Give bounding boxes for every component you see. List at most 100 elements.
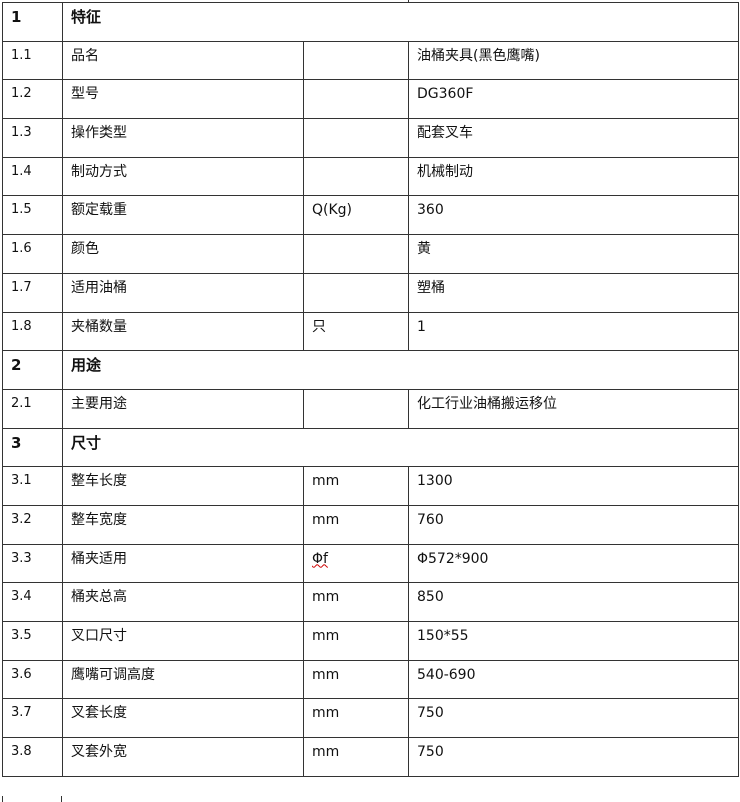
item-unit: Q(Kg) <box>303 195 409 236</box>
item-value: 850 <box>407 582 740 622</box>
item-value: 150*55 <box>407 621 740 661</box>
table-row: 1.4 制动方式 机械制动 <box>2 156 740 197</box>
item-number: 3.7 <box>2 698 63 739</box>
item-number: 3.2 <box>2 504 63 545</box>
column-divider <box>2 796 3 802</box>
table-row: 3.5 叉口尺寸 mm 150*55 <box>2 621 740 661</box>
item-unit: mm <box>303 466 409 506</box>
item-name: 颜色 <box>62 234 304 274</box>
item-name: 鹰嘴可调高度 <box>62 659 304 700</box>
item-name: 额定载重 <box>62 195 304 236</box>
item-number: 1.3 <box>2 118 63 158</box>
section-title: 用途 <box>61 350 740 390</box>
section-number: 2 <box>2 350 63 390</box>
section-number: 1 <box>2 2 63 42</box>
item-name: 主要用途 <box>62 388 304 429</box>
item-number: 1.6 <box>2 234 63 274</box>
item-unit: mm <box>303 504 409 545</box>
section-row: 3 尺寸 <box>2 427 740 468</box>
item-name: 桶夹总高 <box>62 582 304 622</box>
item-unit <box>303 156 409 197</box>
item-number: 2.1 <box>2 388 63 429</box>
section-title: 特征 <box>61 2 740 42</box>
item-value: 油桶夹具(黑色鹰嘴) <box>407 40 740 81</box>
item-value: 540-690 <box>407 659 740 700</box>
table-row: 1.2 型号 DG360F <box>2 79 740 120</box>
table-row: 3.3 桶夹适用 Φf Φ572*900 <box>2 543 740 584</box>
item-number: 1.5 <box>2 195 63 236</box>
item-number: 1.1 <box>2 40 63 81</box>
item-unit: Φf <box>303 543 409 584</box>
item-value: 配套叉车 <box>407 118 740 158</box>
item-name: 叉口尺寸 <box>62 621 304 661</box>
spec-table: 1 特征 1.1 品名 油桶夹具(黑色鹰嘴) 1.2 型号 DG360F 1.3 操作类型 配套叉车… <box>2 2 740 777</box>
item-unit: mm <box>303 582 409 622</box>
item-number: 3.8 <box>2 737 63 777</box>
item-name: 夹桶数量 <box>62 311 304 352</box>
item-value: 1 <box>407 311 740 352</box>
table-row: 1.8 夹桶数量只 1 <box>2 311 740 352</box>
item-value: 机械制动 <box>407 156 740 197</box>
table-row: 3.2 整车宽度 mm 760 <box>2 504 740 545</box>
item-unit <box>303 79 409 120</box>
item-name: 品名 <box>62 40 304 81</box>
item-unit: 只 <box>303 311 409 352</box>
item-name: 叉套长度 <box>62 698 304 739</box>
item-value: 750 <box>407 737 740 777</box>
item-unit <box>303 40 409 81</box>
item-name: 整车宽度 <box>62 504 304 545</box>
item-unit <box>303 272 409 313</box>
item-number: 3.6 <box>2 659 63 700</box>
item-number: 3.1 <box>2 466 63 506</box>
item-number: 1.7 <box>2 272 63 313</box>
table-row: 1.3 操作类型 配套叉车 <box>2 118 740 158</box>
item-number: 1.2 <box>2 79 63 120</box>
table-row: 1.6 颜色 黄 <box>2 234 740 274</box>
item-value: 化工行业油桶搬运移位 <box>407 388 740 429</box>
table-row: 3.1 整车长度 mm 1300 <box>2 466 740 506</box>
item-name: 桶夹适用 <box>62 543 304 584</box>
item-value: Φ572*900 <box>407 543 740 584</box>
item-name: 叉套外宽 <box>62 737 304 777</box>
item-value: 750 <box>407 698 740 739</box>
section-row: 1 特征 <box>2 2 740 42</box>
item-name: 整车长度 <box>62 466 304 506</box>
item-unit <box>303 388 409 429</box>
next-row-remnant <box>2 796 738 802</box>
column-divider <box>61 796 62 802</box>
table-row: 2.1 主要用途 化工行业油桶搬运移位 <box>2 388 740 429</box>
item-number: 1.4 <box>2 156 63 197</box>
item-number: 3.4 <box>2 582 63 622</box>
item-unit: mm <box>303 659 409 700</box>
table-row: 3.6 鹰嘴可调高度 mm 540-690 <box>2 659 740 700</box>
item-unit <box>303 118 409 158</box>
section-row: 2 用途 <box>2 350 740 390</box>
table-row: 1.1 品名 油桶夹具(黑色鹰嘴) <box>2 40 740 81</box>
item-value: 1300 <box>407 466 740 506</box>
table-row: 1.5 额定载重 Q(Kg) 360 <box>2 195 740 236</box>
item-name: 适用油桶 <box>62 272 304 313</box>
item-unit: mm <box>303 698 409 739</box>
item-unit: mm <box>303 621 409 661</box>
previous-row-remnant <box>0 0 740 3</box>
table-row: 3.8 叉套外宽 mm 750 <box>2 737 740 777</box>
table-row: 1.7 适用油桶 塑桶 <box>2 272 740 313</box>
item-number: 3.3 <box>2 543 63 584</box>
item-value: 塑桶 <box>407 272 740 313</box>
item-name: 制动方式 <box>62 156 304 197</box>
item-number: 1.8 <box>2 311 63 352</box>
table-row: 3.4 桶夹总高 mm 850 <box>2 582 740 622</box>
item-name: 型号 <box>62 79 304 120</box>
item-value: 黄 <box>407 234 740 274</box>
item-value: 760 <box>407 504 740 545</box>
table-row: 3.7 叉套长度 mm 750 <box>2 698 740 739</box>
section-number: 3 <box>2 427 63 468</box>
item-number: 3.5 <box>2 621 63 661</box>
item-name: 操作类型 <box>62 118 304 158</box>
item-unit: mm <box>303 737 409 777</box>
item-value: 360 <box>407 195 740 236</box>
column-divider <box>408 0 409 3</box>
section-title: 尺寸 <box>61 427 740 468</box>
item-unit <box>303 234 409 274</box>
item-value: DG360F <box>407 79 740 120</box>
